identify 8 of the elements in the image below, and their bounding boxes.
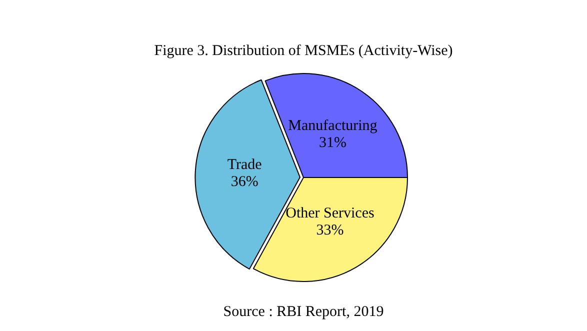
- slice-label: Manufacturing: [288, 118, 378, 134]
- slice-label: Trade: [227, 157, 262, 174]
- chart-title: Figure 3. Distribution of MSMEs (Activity-Wise): [154, 42, 453, 59]
- slice-label: Other Services: [286, 206, 374, 222]
- data-label: 31%: [318, 134, 346, 151]
- data-label: 33%: [316, 222, 344, 239]
- source-note: Source : RBI Report, 2019: [223, 304, 384, 320]
- data-label: 36%: [230, 174, 258, 190]
